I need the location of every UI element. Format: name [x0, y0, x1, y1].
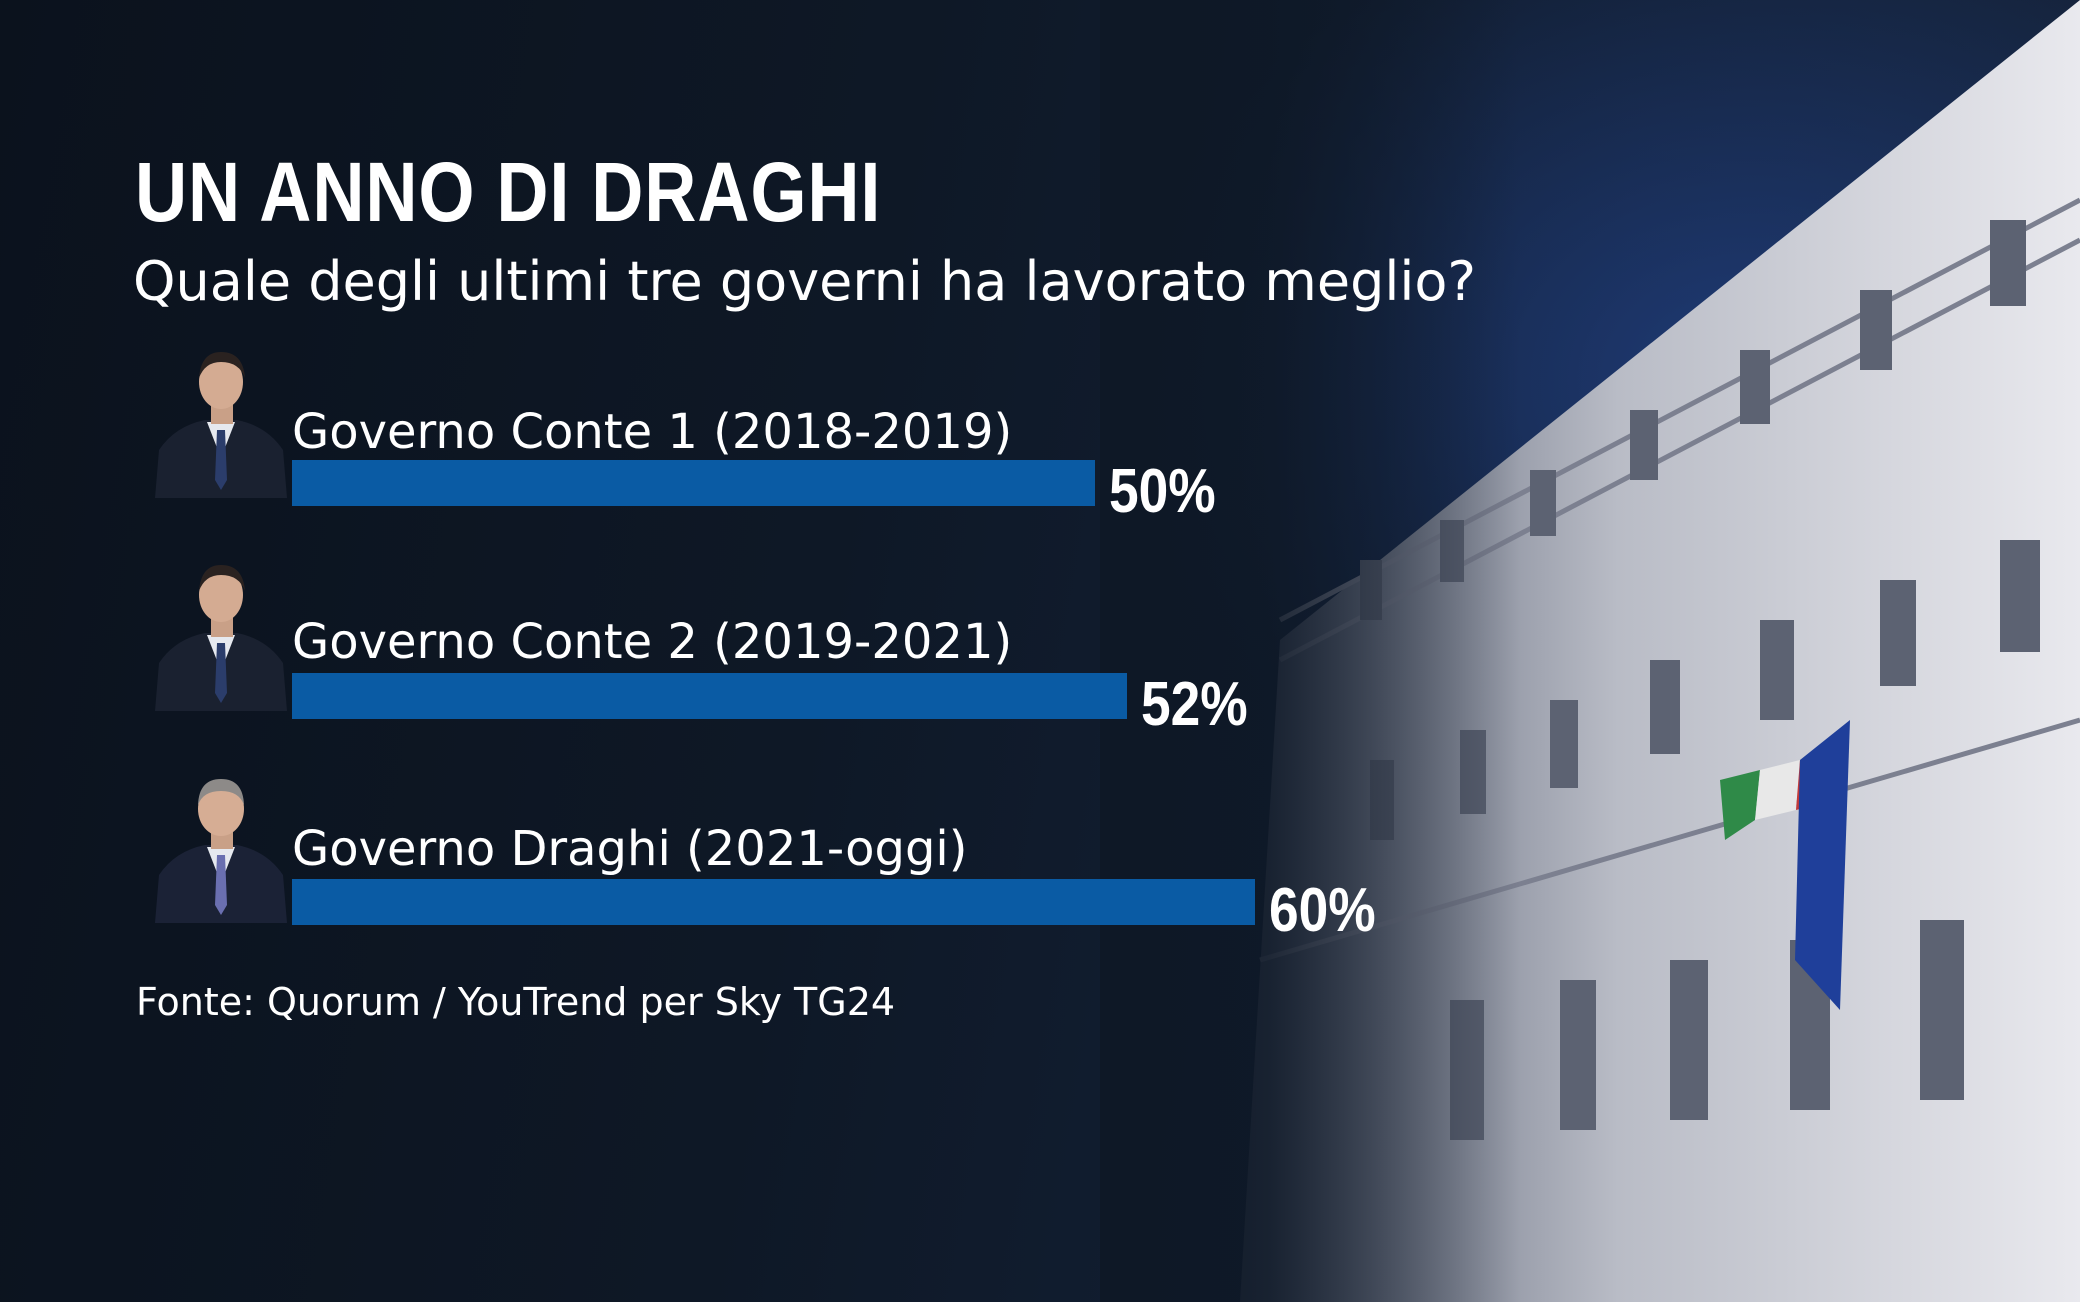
bar-row-conte-2: Governo Conte 2 (2019-2021) 52% [0, 553, 1500, 743]
conte-portrait-icon [155, 352, 287, 498]
bar-draghi [292, 879, 1255, 925]
chart-subtitle: Quale degli ultimi tre governi ha lavora… [133, 250, 1477, 313]
source-note: Fonte: Quorum / YouTrend per Sky TG24 [136, 980, 896, 1024]
bar-row-conte-1: Governo Conte 1 (2018-2019) 50% [0, 340, 1500, 530]
bar-conte-2 [292, 673, 1127, 719]
bar-label: Governo Conte 1 (2018-2019) [292, 404, 1013, 460]
bar-label: Governo Draghi (2021-oggi) [292, 821, 968, 877]
chart-title: UN ANNO DI DRAGHI [135, 145, 882, 239]
image-fade-overlay [1100, 0, 1520, 1302]
bar-value-label: 60% [1269, 876, 1376, 945]
bar-row-draghi: Governo Draghi (2021-oggi) 60% [0, 765, 1500, 955]
conte-portrait-icon [155, 565, 287, 711]
bar-value-label: 50% [1109, 457, 1216, 526]
bar-value-label: 52% [1141, 670, 1248, 739]
bar-label: Governo Conte 2 (2019-2021) [292, 614, 1013, 670]
bar-conte-1 [292, 460, 1095, 506]
draghi-portrait-icon [155, 779, 287, 923]
